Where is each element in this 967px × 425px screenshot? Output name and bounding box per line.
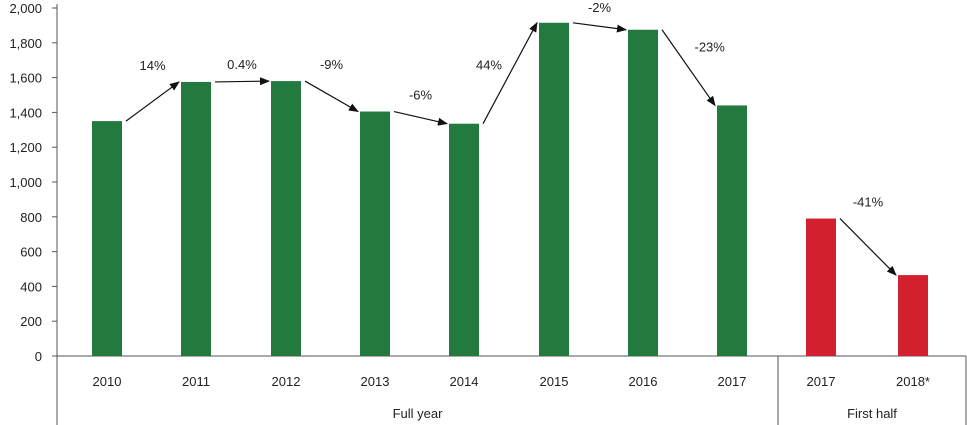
change-label: -2% [588, 0, 612, 15]
change-arrow [393, 110, 448, 126]
change-label: -41% [853, 195, 884, 210]
change-label: 0.4% [227, 57, 257, 72]
bar [181, 81, 211, 356]
y-tick-label: 1,600 [9, 71, 42, 86]
y-tick-label: 800 [20, 210, 42, 225]
x-tick-label: 2017 [718, 374, 747, 389]
x-tick-label: 2013 [361, 374, 390, 389]
x-tick-label: 2018* [896, 374, 930, 389]
y-tick-label: 1,200 [9, 140, 42, 155]
bars [92, 22, 928, 357]
x-tick-label: 2012 [272, 374, 301, 389]
change-arrow [839, 218, 897, 276]
bar [806, 218, 836, 356]
bar [449, 123, 479, 357]
bar [539, 22, 569, 356]
x-tick-label: 2015 [540, 374, 569, 389]
change-label: 14% [139, 58, 165, 73]
x-tick-label: 2014 [450, 374, 479, 389]
x-tick-label: 2010 [93, 374, 122, 389]
bar [92, 121, 122, 356]
bar [628, 29, 658, 356]
x-tick-label: 2017 [807, 374, 836, 389]
change-label: 44% [476, 57, 502, 72]
change-arrow [214, 77, 270, 86]
change-label: -23% [695, 40, 726, 55]
y-tick-label: 0 [35, 349, 42, 364]
bar [717, 105, 747, 356]
y-tick-label: 2,000 [9, 1, 42, 16]
labels: 0 200 400 600 800 1,000 1,200 1,400 1,600 1,800 2,… [9, 0, 930, 421]
bar [360, 111, 390, 356]
change-arrow [661, 29, 716, 107]
y-tick-label: 1,400 [9, 105, 42, 120]
y-tick-label: 600 [20, 245, 42, 260]
change-arrows [125, 21, 897, 276]
change-arrow [304, 80, 359, 113]
group-label: First half [847, 406, 897, 421]
change-arrow [572, 22, 627, 33]
y-tick-label: 400 [20, 279, 42, 294]
change-label: -9% [320, 57, 344, 72]
x-tick-label: 2016 [629, 374, 658, 389]
bar [271, 81, 301, 356]
change-arrow [482, 21, 538, 124]
y-tick-label: 1,000 [9, 175, 42, 190]
y-tick-label: 1,800 [9, 36, 42, 51]
change-arrow [125, 81, 180, 122]
y-tick-label: 200 [20, 314, 42, 329]
bar [898, 275, 928, 356]
x-tick-label: 2011 [182, 374, 210, 389]
group-label: Full year [393, 406, 444, 421]
change-label: -6% [409, 88, 433, 103]
